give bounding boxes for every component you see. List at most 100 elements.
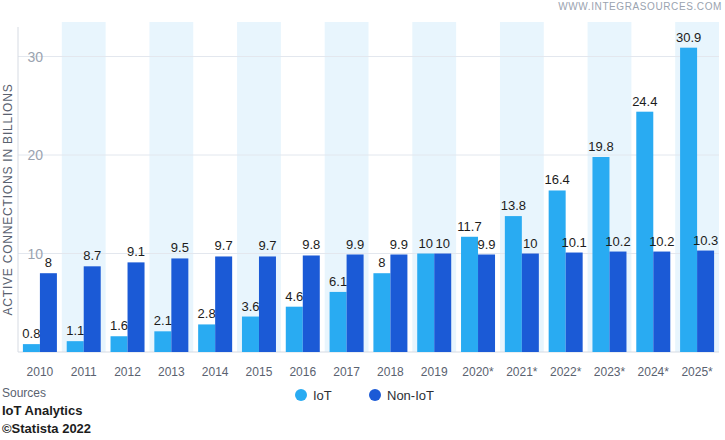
- bar: [84, 266, 101, 352]
- data-label: 4.6: [285, 289, 303, 304]
- data-label: 8: [45, 255, 52, 270]
- bar: [259, 256, 276, 352]
- y-tick-label: 30: [27, 49, 43, 65]
- data-label: 2.8: [198, 306, 216, 321]
- data-label: 10: [418, 236, 432, 251]
- bar: [171, 258, 188, 352]
- legend-swatch: [295, 389, 307, 401]
- chart-svg: 1020300.81.11.62.12.83.64.66.181011.713.…: [0, 0, 725, 440]
- legend-label: IoT: [313, 388, 332, 403]
- data-label: 10.1: [562, 235, 587, 250]
- bar: [697, 251, 714, 352]
- data-label: 1.1: [66, 323, 84, 338]
- data-label: 19.8: [588, 139, 613, 154]
- bar: [303, 255, 320, 352]
- bar: [522, 254, 539, 352]
- data-label: 10.2: [649, 234, 674, 249]
- legend-swatch: [369, 389, 381, 401]
- bar: [286, 307, 303, 352]
- column-band: [675, 22, 719, 352]
- x-tick-label: 2012: [114, 365, 141, 379]
- x-tick-label: 2024*: [638, 365, 670, 379]
- grid-line: [18, 155, 719, 156]
- y-tick-label: 10: [27, 246, 43, 262]
- data-label: 30.9: [676, 30, 701, 45]
- bar: [478, 255, 495, 353]
- bar: [242, 317, 259, 352]
- data-label: 16.4: [545, 172, 570, 187]
- data-label: 3.6: [241, 299, 259, 314]
- x-tick-label: 2023*: [594, 365, 626, 379]
- data-label: 9.8: [302, 237, 320, 252]
- x-tick-label: 2010: [27, 365, 54, 379]
- data-label: 9.5: [171, 240, 189, 255]
- x-tick-label: 2014: [202, 365, 229, 379]
- column-band: [588, 22, 632, 352]
- data-label: 0.8: [22, 326, 40, 341]
- bar: [680, 48, 697, 352]
- data-label: 10: [523, 236, 537, 251]
- bar: [653, 252, 670, 352]
- data-label: 10.2: [605, 234, 630, 249]
- column-band: [237, 22, 281, 352]
- data-label: 9.9: [390, 237, 408, 252]
- y-axis-label: ACTIVE CONNECTIONS IN BILLIONS: [1, 83, 15, 315]
- bar: [23, 344, 40, 352]
- legend-label: Non-IoT: [387, 388, 434, 403]
- x-tick-label: 2020*: [462, 365, 494, 379]
- column-band: [325, 22, 369, 352]
- column-band: [62, 22, 106, 352]
- bar: [128, 262, 145, 352]
- bar: [636, 112, 653, 352]
- y-axis-line: [18, 27, 19, 352]
- bar: [461, 237, 478, 352]
- column-band: [500, 22, 544, 352]
- source: IoT Analytics: [2, 403, 82, 418]
- bar: [154, 331, 171, 352]
- data-label: 11.7: [457, 219, 481, 234]
- data-label: 8.7: [83, 248, 101, 263]
- bar: [111, 336, 128, 352]
- data-label: 24.4: [632, 94, 657, 109]
- bar: [40, 273, 57, 352]
- x-tick-label: 2016: [289, 365, 316, 379]
- bar: [505, 216, 522, 352]
- annotation: WWW.INTEGRASOURCES.COM: [558, 1, 722, 12]
- data-label: 1.6: [110, 318, 128, 333]
- x-tick-label: 2011: [71, 365, 97, 379]
- data-label: 9.7: [258, 238, 276, 253]
- data-label: 6.1: [329, 274, 347, 289]
- data-label: 13.8: [501, 198, 526, 213]
- x-tick-label: 2018: [377, 365, 404, 379]
- bar: [373, 273, 390, 352]
- bar: [390, 255, 407, 353]
- source: ©Statista 2022: [2, 421, 91, 436]
- source-label: Sources: [2, 386, 46, 400]
- bar: [592, 157, 609, 352]
- data-label: 10: [435, 236, 449, 251]
- bar: [566, 253, 583, 352]
- grid-line: [18, 56, 719, 57]
- bar: [67, 341, 84, 352]
- x-tick-label: 2021*: [506, 365, 538, 379]
- bar: [330, 292, 347, 352]
- column-band: [149, 22, 193, 352]
- data-label: 9.9: [346, 237, 364, 252]
- bar: [609, 252, 626, 352]
- column-band: [412, 22, 456, 352]
- x-tick-label: 2013: [158, 365, 185, 379]
- data-label: 10.3: [693, 233, 718, 248]
- x-tick-label: 2022*: [550, 365, 582, 379]
- bar: [215, 256, 232, 352]
- data-label: 9.1: [127, 244, 145, 259]
- data-label: 9.7: [215, 238, 233, 253]
- bar: [434, 254, 451, 352]
- x-tick-label: 2015: [246, 365, 273, 379]
- data-label: 2.1: [154, 313, 172, 328]
- bar: [549, 190, 566, 352]
- bar: [347, 255, 364, 353]
- data-label: 9.9: [477, 237, 495, 252]
- bar: [417, 254, 434, 352]
- y-tick-label: 20: [27, 147, 43, 163]
- x-tick-label: 2025*: [681, 365, 713, 379]
